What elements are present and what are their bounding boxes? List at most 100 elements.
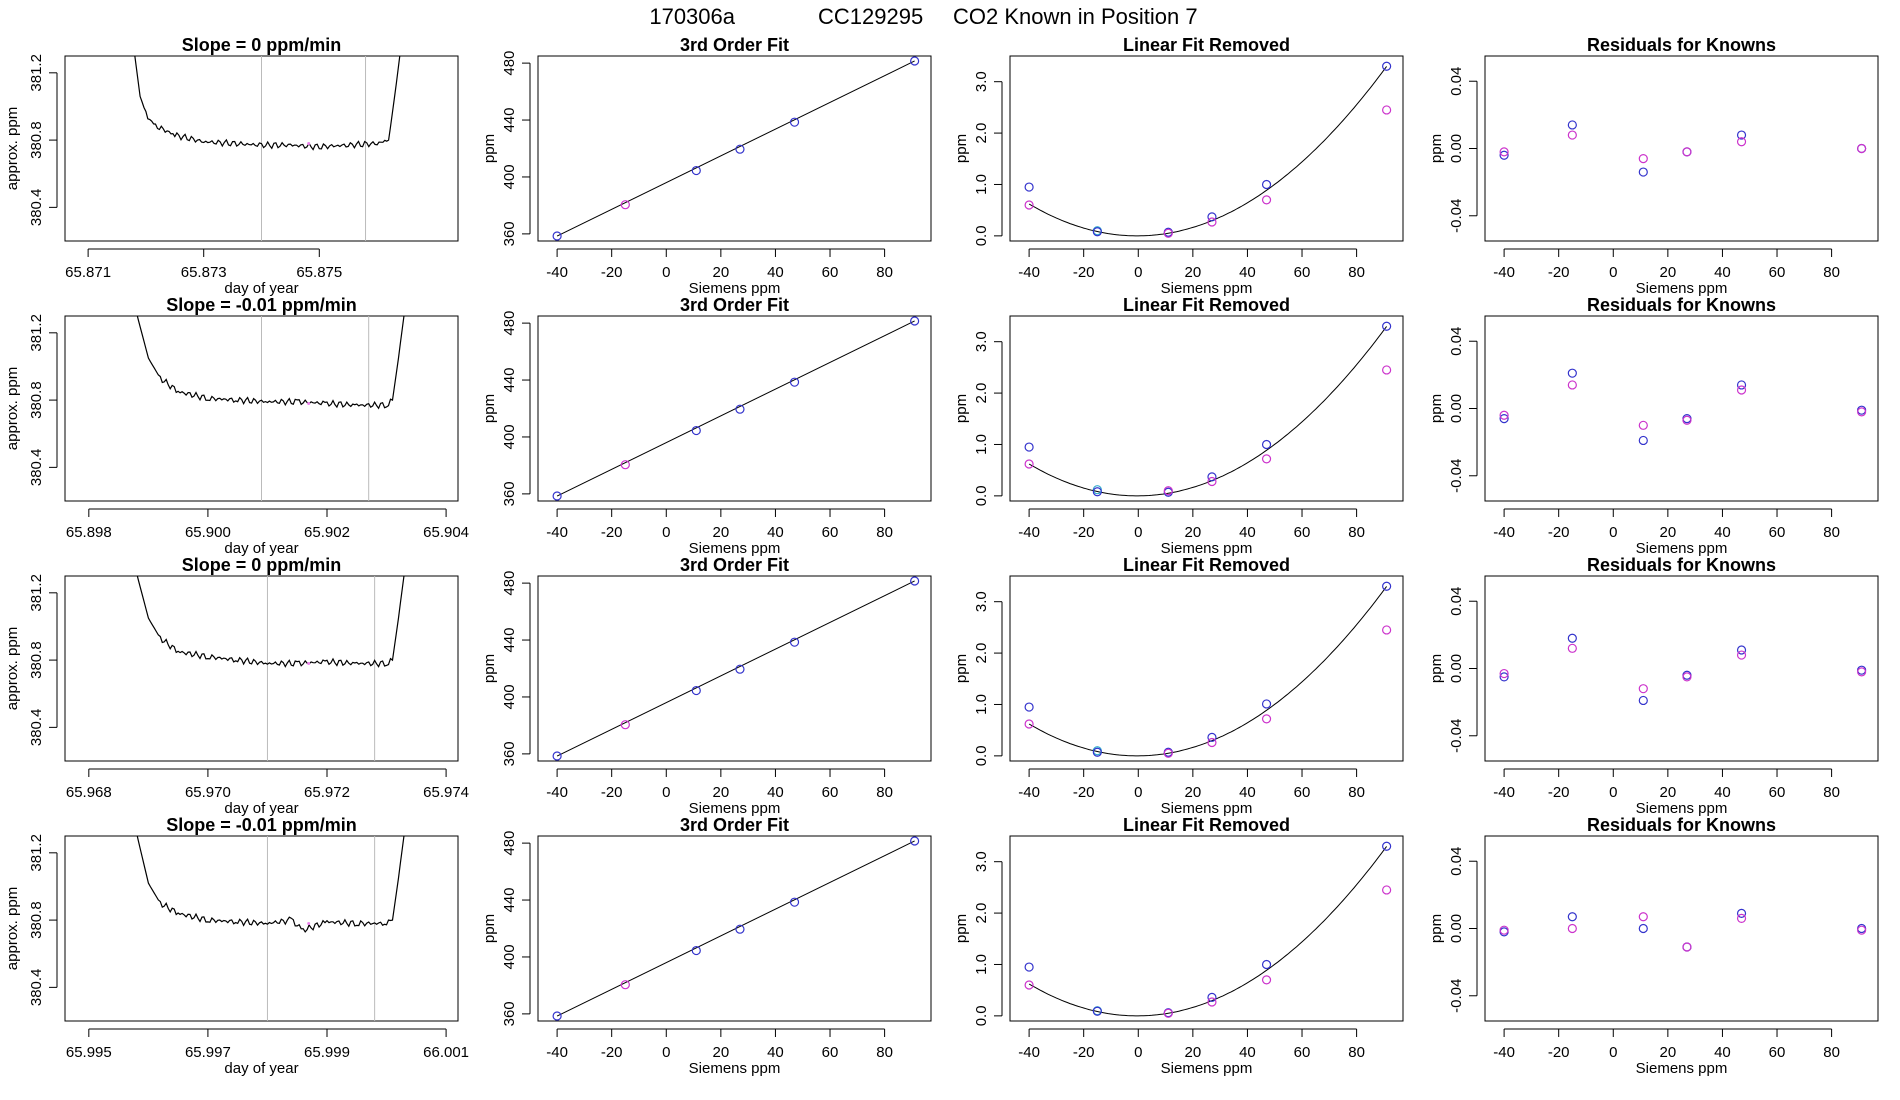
chart-linfit-3-x-label: Siemens ppm bbox=[1161, 1060, 1253, 1077]
chart-linfit-2-fit-curve bbox=[1028, 586, 1388, 757]
chart-linfit-1-x-tick-label: 60 bbox=[1294, 524, 1311, 541]
chart-fit-1-y-tick-label: 400 bbox=[501, 424, 518, 449]
chart-resid-3-x-tick-label: 20 bbox=[1660, 1044, 1677, 1061]
chart-trace-3-frame bbox=[64, 835, 459, 1022]
chart-fit-1: 3rd Order Fit -40 -20 0 20 40 60 80 Siemens ppm 3… bbox=[481, 295, 932, 557]
chart-linfit-2-frame bbox=[1009, 575, 1404, 762]
chart-fit-1-point bbox=[620, 460, 630, 470]
chart-trace-2-y-tick-label: 380.4 bbox=[28, 709, 45, 747]
chart-fit-3-point bbox=[789, 897, 800, 907]
chart-fit-3-y-tick-label: 440 bbox=[501, 888, 518, 913]
chart-linfit-1-x-tick-label: 20 bbox=[1185, 524, 1202, 541]
chart-trace-2-known-marker bbox=[307, 661, 311, 665]
chart-resid-1-x-tick-label: -20 bbox=[1548, 524, 1570, 541]
chart-linfit-1-point bbox=[1024, 442, 1034, 452]
chart-fit-1-y-tick-label: 440 bbox=[501, 368, 518, 393]
chart-resid-0-point bbox=[1638, 153, 1648, 164]
chart-fit-0-y-tick-label: 480 bbox=[501, 51, 518, 76]
chart-linfit-0-frame bbox=[1009, 55, 1404, 242]
chart-fit-0-point bbox=[789, 117, 800, 127]
chart-trace-2-y-tick-label: 380.8 bbox=[28, 641, 45, 679]
chart-resid-2-y-label: ppm bbox=[1428, 654, 1445, 683]
chart-fit-0-x-tick-label: -40 bbox=[546, 264, 568, 281]
chart-linfit-0-x-tick-label: 80 bbox=[1348, 264, 1365, 281]
chart-resid-3-y-tick-label: -0.04 bbox=[1448, 979, 1465, 1013]
chart-linfit-0-x-tick-label: -20 bbox=[1073, 264, 1095, 281]
chart-linfit-2-point bbox=[1092, 747, 1102, 757]
header-description: CO2 Known in Position 7 bbox=[953, 4, 1198, 29]
chart-fit-1-y-tick-label: 480 bbox=[501, 311, 518, 336]
chart-resid-2-x-tick-label: -40 bbox=[1493, 784, 1515, 801]
chart-linfit-2-point bbox=[1382, 581, 1392, 591]
chart-linfit-1-point bbox=[1261, 454, 1272, 464]
chart-trace-3-x-tick-label: 66.001 bbox=[423, 1044, 469, 1061]
chart-resid-3-point bbox=[1638, 912, 1648, 922]
chart-fit-3-y-tick-label: 480 bbox=[501, 831, 518, 856]
chart-resid-2-x-tick-label: 40 bbox=[1714, 784, 1731, 801]
chart-fit-3-plot-area bbox=[552, 836, 920, 1021]
chart-linfit-1-fit-curve bbox=[1028, 326, 1388, 497]
chart-resid-1-point bbox=[1638, 435, 1648, 446]
chart-linfit-2-point bbox=[1382, 625, 1392, 635]
chart-linfit-1-point bbox=[1382, 321, 1392, 331]
chart-linfit-2-y-tick-label: 3.0 bbox=[973, 591, 990, 612]
chart-fit-1-y-tick-label: 360 bbox=[501, 481, 518, 506]
chart-resid-3-point bbox=[1499, 925, 1509, 935]
chart-fit-3: 3rd Order Fit -40 -20 0 20 40 60 80 Siemens ppm 3… bbox=[481, 815, 932, 1077]
chart-resid-0-point bbox=[1682, 147, 1692, 157]
chart-resid-3-x-label: Siemens ppm bbox=[1636, 1060, 1728, 1077]
chart-resid-3-y-label: ppm bbox=[1428, 914, 1445, 943]
chart-resid-1-plot-area bbox=[1499, 368, 1867, 446]
chart-fit-1-y-label: ppm bbox=[481, 394, 498, 423]
chart-linfit-2-plot-area bbox=[1024, 581, 1392, 758]
chart-trace-2: Slope = 0 ppm/min 65.968 65.970 65.972 65.97… bbox=[4, 555, 469, 817]
chart-trace-0-y-label: approx. ppm bbox=[4, 107, 21, 190]
chart-resid-1-x-tick-label: 80 bbox=[1823, 524, 1840, 541]
chart-fit-3-point bbox=[735, 924, 745, 934]
chart-fit-0-y-label: ppm bbox=[481, 134, 498, 163]
chart-fit-2-y-tick-label: 480 bbox=[501, 571, 518, 596]
chart-linfit-0-point bbox=[1207, 212, 1217, 222]
chart-resid-2-x-tick-label: 80 bbox=[1823, 784, 1840, 801]
chart-trace-0-y-tick-label: 380.8 bbox=[28, 121, 45, 159]
chart-linfit-1-y-tick-label: 1.0 bbox=[973, 434, 990, 455]
chart-linfit-2-x-tick-label: 20 bbox=[1185, 784, 1202, 801]
chart-fit-1-x-tick-label: -40 bbox=[546, 524, 568, 541]
chart-resid-0-point bbox=[1736, 137, 1747, 147]
chart-resid-1-point bbox=[1499, 410, 1509, 420]
chart-fit-0-x-label: Siemens ppm bbox=[689, 280, 781, 297]
chart-trace-1-trace-line bbox=[136, 316, 405, 410]
chart-resid-0-point bbox=[1567, 130, 1577, 140]
chart-fit-3-y-tick-label: 400 bbox=[501, 944, 518, 969]
chart-fit-3-point bbox=[691, 945, 701, 956]
chart-fit-0-title: 3rd Order Fit bbox=[680, 35, 789, 55]
chart-linfit-0-x-tick-label: 60 bbox=[1294, 264, 1311, 281]
chart-fit-3-title: 3rd Order Fit bbox=[680, 815, 789, 835]
chart-fit-2-x-label: Siemens ppm bbox=[689, 800, 781, 817]
chart-resid-2-plot-area bbox=[1499, 633, 1867, 706]
chart-resid-2-x-tick-label: 0 bbox=[1609, 784, 1617, 801]
chart-resid-3-x-tick-label: -40 bbox=[1493, 1044, 1515, 1061]
chart-linfit-3-point bbox=[1207, 992, 1217, 1002]
chart-resid-0-y-tick-label: 0.00 bbox=[1448, 134, 1465, 163]
chart-resid-1-point bbox=[1736, 380, 1747, 390]
chart-trace-3-y-tick-label: 380.8 bbox=[28, 901, 45, 939]
chart-trace-0-x-tick-label: 65.875 bbox=[296, 264, 342, 281]
chart-resid-3-x-tick-label: 40 bbox=[1714, 1044, 1731, 1061]
chart-trace-2-y-tick-label: 381.2 bbox=[28, 574, 45, 612]
chart-resid-3-point bbox=[1682, 942, 1692, 952]
chart-resid-3-point bbox=[1638, 923, 1648, 934]
chart-linfit-0-x-tick-label: -40 bbox=[1018, 264, 1040, 281]
chart-resid-2-x-tick-label: 20 bbox=[1660, 784, 1677, 801]
chart-resid-2-point bbox=[1638, 684, 1648, 694]
chart-resid-2-x-tick-label: 60 bbox=[1769, 784, 1786, 801]
chart-fit-2-x-tick-label: 20 bbox=[713, 784, 730, 801]
chart-linfit-0-point bbox=[1163, 228, 1173, 238]
chart-linfit-3-point bbox=[1092, 1006, 1102, 1016]
chart-linfit-1-x-label: Siemens ppm bbox=[1161, 540, 1253, 557]
chart-linfit-0-y-tick-label: 3.0 bbox=[973, 71, 990, 92]
chart-trace-2-x-tick-label: 65.972 bbox=[304, 784, 350, 801]
chart-resid-1-point bbox=[1499, 413, 1509, 424]
chart-fit-0-y-tick-label: 360 bbox=[501, 221, 518, 246]
chart-linfit-3-fit-curve bbox=[1028, 846, 1388, 1017]
